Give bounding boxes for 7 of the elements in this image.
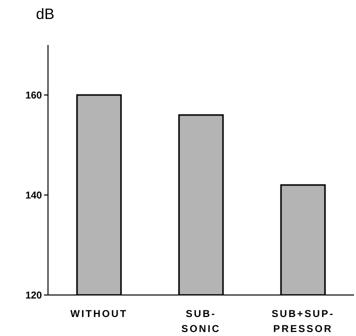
- y-tick-label: 160: [25, 90, 42, 102]
- y-axis-title: dB: [36, 6, 54, 23]
- x-tick-label: WITHOUT: [70, 309, 128, 320]
- y-tick-label: 140: [25, 190, 42, 202]
- y-tick-label: 120: [25, 290, 42, 302]
- x-tick-label: SUB+SUP- PRESSOR: [272, 309, 334, 335]
- x-tick-label: SUB- SONIC: [181, 309, 221, 335]
